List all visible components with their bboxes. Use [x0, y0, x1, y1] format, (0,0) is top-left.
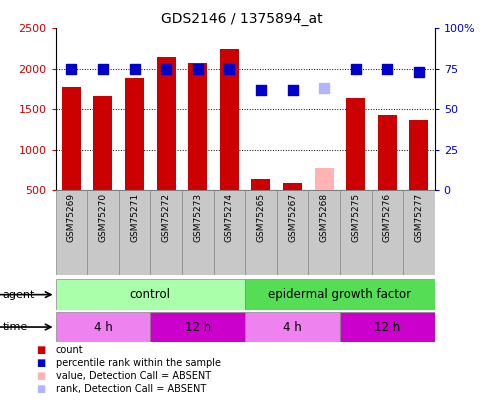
Text: 12 h: 12 h — [185, 320, 211, 334]
Text: GDS2146 / 1375894_at: GDS2146 / 1375894_at — [161, 12, 322, 26]
Text: GSM75276: GSM75276 — [383, 193, 392, 242]
FancyBboxPatch shape — [56, 190, 87, 275]
Text: GSM75277: GSM75277 — [414, 193, 424, 242]
Bar — [188, 63, 207, 190]
FancyBboxPatch shape — [245, 312, 340, 342]
Text: ■: ■ — [36, 345, 46, 355]
FancyBboxPatch shape — [56, 312, 150, 342]
Point — [289, 87, 297, 93]
Text: percentile rank within the sample: percentile rank within the sample — [56, 358, 221, 368]
FancyBboxPatch shape — [150, 312, 245, 342]
Text: control: control — [130, 288, 171, 301]
Text: GSM75265: GSM75265 — [256, 193, 266, 242]
Text: value, Detection Call = ABSENT: value, Detection Call = ABSENT — [56, 371, 211, 381]
Text: GSM75269: GSM75269 — [67, 193, 76, 242]
Bar — [156, 57, 176, 190]
Text: GSM75274: GSM75274 — [225, 193, 234, 242]
Bar — [125, 78, 144, 190]
FancyBboxPatch shape — [119, 190, 150, 275]
Text: GSM75272: GSM75272 — [162, 193, 170, 242]
Point — [68, 66, 75, 72]
Bar — [220, 49, 239, 190]
Point — [384, 66, 391, 72]
Text: GSM75271: GSM75271 — [130, 193, 139, 242]
Text: GSM75268: GSM75268 — [320, 193, 328, 242]
Point — [99, 66, 107, 72]
Text: time: time — [2, 322, 28, 332]
Point — [162, 66, 170, 72]
FancyBboxPatch shape — [403, 190, 435, 275]
Text: ■: ■ — [36, 384, 46, 394]
Text: GSM75275: GSM75275 — [351, 193, 360, 242]
Text: GSM75267: GSM75267 — [288, 193, 297, 242]
FancyBboxPatch shape — [308, 190, 340, 275]
FancyBboxPatch shape — [277, 190, 308, 275]
FancyBboxPatch shape — [182, 190, 213, 275]
FancyBboxPatch shape — [245, 279, 435, 310]
FancyBboxPatch shape — [150, 190, 182, 275]
FancyBboxPatch shape — [87, 190, 119, 275]
Bar — [346, 98, 365, 190]
FancyBboxPatch shape — [371, 190, 403, 275]
Text: ■: ■ — [36, 371, 46, 381]
Point — [194, 66, 201, 72]
Text: ■: ■ — [36, 358, 46, 368]
Bar — [378, 115, 397, 190]
Text: rank, Detection Call = ABSENT: rank, Detection Call = ABSENT — [56, 384, 206, 394]
Point — [257, 87, 265, 93]
Point — [320, 85, 328, 92]
Text: count: count — [56, 345, 83, 355]
Bar — [283, 183, 302, 190]
Bar — [410, 120, 428, 190]
Bar — [62, 87, 81, 190]
Text: GSM75270: GSM75270 — [99, 193, 107, 242]
FancyBboxPatch shape — [213, 190, 245, 275]
Text: epidermal growth factor: epidermal growth factor — [269, 288, 412, 301]
Point — [131, 66, 139, 72]
Point — [226, 66, 233, 72]
FancyBboxPatch shape — [340, 190, 371, 275]
FancyBboxPatch shape — [56, 279, 245, 310]
FancyBboxPatch shape — [340, 312, 435, 342]
Text: 4 h: 4 h — [94, 320, 113, 334]
Bar — [314, 168, 334, 190]
Bar — [94, 96, 113, 190]
Text: 4 h: 4 h — [283, 320, 302, 334]
Point — [352, 66, 359, 72]
Bar — [252, 179, 270, 190]
Point — [415, 69, 423, 75]
Text: GSM75273: GSM75273 — [193, 193, 202, 242]
Text: 12 h: 12 h — [374, 320, 400, 334]
Text: agent: agent — [2, 290, 35, 300]
FancyBboxPatch shape — [245, 190, 277, 275]
